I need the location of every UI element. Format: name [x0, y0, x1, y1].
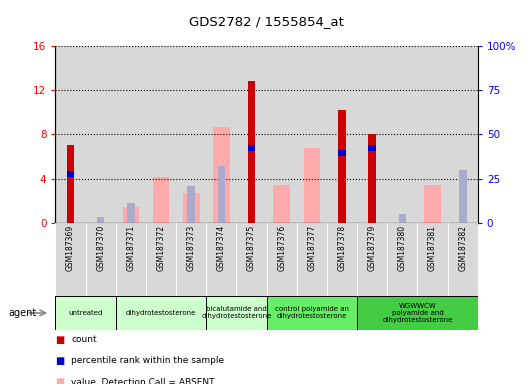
- Text: GSM187377: GSM187377: [307, 225, 316, 271]
- FancyBboxPatch shape: [327, 223, 357, 296]
- FancyBboxPatch shape: [176, 223, 206, 296]
- Text: ■: ■: [55, 377, 65, 384]
- Text: GSM187376: GSM187376: [277, 225, 286, 271]
- Text: value, Detection Call = ABSENT: value, Detection Call = ABSENT: [71, 377, 215, 384]
- Bar: [418, 46, 448, 223]
- FancyBboxPatch shape: [357, 223, 388, 296]
- Bar: [399, 214, 406, 223]
- Text: agent: agent: [8, 308, 36, 318]
- FancyBboxPatch shape: [146, 223, 176, 296]
- Bar: [116, 46, 146, 223]
- Text: GSM187369: GSM187369: [66, 225, 75, 271]
- FancyBboxPatch shape: [448, 223, 478, 296]
- FancyBboxPatch shape: [206, 223, 237, 296]
- Bar: [369, 134, 376, 223]
- FancyBboxPatch shape: [116, 223, 146, 296]
- Bar: [55, 46, 86, 223]
- FancyBboxPatch shape: [206, 296, 267, 330]
- Bar: [206, 46, 237, 223]
- Bar: [176, 46, 206, 223]
- Bar: [237, 46, 267, 223]
- FancyBboxPatch shape: [267, 223, 297, 296]
- FancyBboxPatch shape: [55, 223, 86, 296]
- Bar: [153, 177, 169, 223]
- Bar: [338, 110, 346, 223]
- Bar: [127, 203, 135, 223]
- Bar: [122, 207, 139, 223]
- Text: ■: ■: [55, 335, 65, 345]
- Bar: [267, 46, 297, 223]
- Text: ■: ■: [55, 356, 65, 366]
- Bar: [183, 193, 200, 223]
- Bar: [459, 170, 467, 223]
- Text: GSM187372: GSM187372: [156, 225, 166, 271]
- Text: GSM187378: GSM187378: [337, 225, 346, 271]
- Bar: [388, 46, 418, 223]
- Text: WGWWCW
polyamide and
dihydrotestosterone: WGWWCW polyamide and dihydrotestosterone: [382, 303, 452, 323]
- Bar: [338, 150, 346, 156]
- FancyBboxPatch shape: [388, 223, 418, 296]
- FancyBboxPatch shape: [357, 296, 478, 330]
- Text: GSM187381: GSM187381: [428, 225, 437, 271]
- Text: bicalutamide and
dihydrotestosterone: bicalutamide and dihydrotestosterone: [201, 306, 272, 319]
- Text: control polyamide an
dihydrotestosterone: control polyamide an dihydrotestosterone: [275, 306, 349, 319]
- Bar: [448, 46, 478, 223]
- Text: dihydrotestosterone: dihydrotestosterone: [126, 310, 196, 316]
- Text: GSM187382: GSM187382: [458, 225, 467, 271]
- Bar: [86, 46, 116, 223]
- Text: GSM187371: GSM187371: [126, 225, 135, 271]
- Text: GSM187370: GSM187370: [96, 225, 105, 271]
- Bar: [327, 46, 357, 223]
- Text: GSM187375: GSM187375: [247, 225, 256, 271]
- FancyBboxPatch shape: [237, 223, 267, 296]
- FancyBboxPatch shape: [116, 296, 206, 330]
- Text: GSM187379: GSM187379: [367, 225, 377, 271]
- Text: GSM187374: GSM187374: [217, 225, 226, 271]
- Text: GSM187380: GSM187380: [398, 225, 407, 271]
- FancyBboxPatch shape: [55, 296, 116, 330]
- Bar: [187, 185, 195, 223]
- FancyBboxPatch shape: [86, 223, 116, 296]
- Bar: [304, 148, 320, 223]
- Bar: [146, 46, 176, 223]
- Bar: [248, 145, 256, 151]
- Text: percentile rank within the sample: percentile rank within the sample: [71, 356, 224, 366]
- FancyBboxPatch shape: [297, 223, 327, 296]
- Bar: [213, 127, 230, 223]
- Text: untreated: untreated: [69, 310, 103, 316]
- Bar: [67, 146, 74, 223]
- Bar: [248, 81, 256, 223]
- Bar: [218, 166, 225, 223]
- Bar: [97, 217, 105, 223]
- Bar: [369, 145, 376, 151]
- Bar: [67, 172, 74, 177]
- Bar: [425, 185, 441, 223]
- Text: count: count: [71, 335, 97, 344]
- Bar: [357, 46, 388, 223]
- Text: GSM187373: GSM187373: [187, 225, 196, 271]
- Bar: [297, 46, 327, 223]
- FancyBboxPatch shape: [267, 296, 357, 330]
- FancyBboxPatch shape: [418, 223, 448, 296]
- Bar: [274, 185, 290, 223]
- Text: GDS2782 / 1555854_at: GDS2782 / 1555854_at: [189, 15, 344, 28]
